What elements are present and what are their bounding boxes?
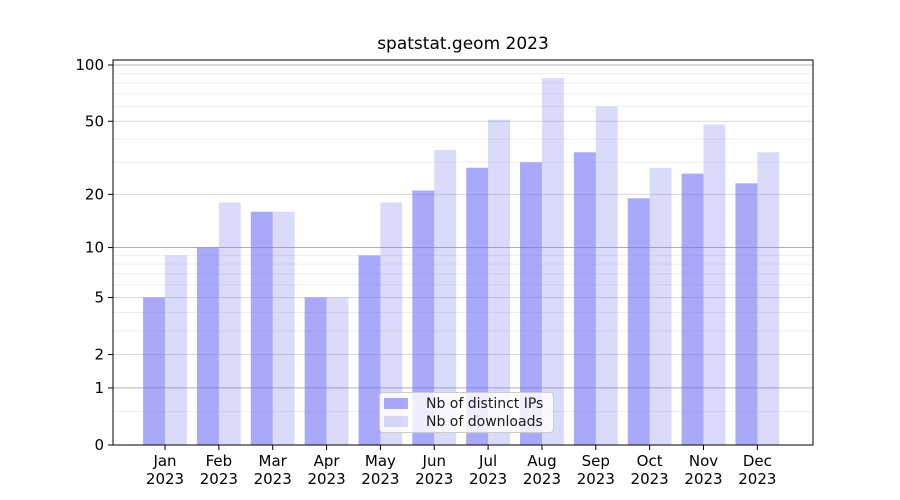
x-tick-label-month-jul: Jul [478, 452, 497, 470]
x-tick-label-month-apr: Apr [314, 452, 341, 470]
bar-apr-distinct-ips [304, 297, 327, 445]
bar-mar-downloads [272, 211, 295, 445]
legend-label-downloads: Nb of downloads [426, 413, 543, 430]
x-tick-label-year-jun: 2023 [415, 470, 453, 488]
x-tick-label-month-feb: Feb [206, 452, 233, 470]
bar-oct-distinct-ips [627, 198, 650, 445]
legend-entry-distinct-ips: Nb of distinct IPs [384, 397, 543, 411]
bar-jan-distinct-ips [143, 297, 165, 445]
bar-jul-distinct-ips [466, 167, 489, 445]
legend-label-distinct-ips: Nb of distinct IPs [426, 395, 544, 412]
bar-aug-distinct-ips [520, 162, 542, 446]
bar-jan-downloads [165, 255, 187, 445]
bar-sep-distinct-ips [573, 152, 596, 446]
bar-mar-distinct-ips [250, 211, 273, 445]
legend-entry-downloads: Nb of downloads [384, 415, 543, 429]
y-tick-label-100: 100 [75, 56, 104, 74]
x-tick-label-year-dec: 2023 [738, 470, 776, 488]
x-tick-label-month-sep: Sep [582, 452, 610, 470]
bar-nov-distinct-ips [681, 173, 704, 445]
y-tick-label-0: 0 [94, 436, 104, 454]
legend-swatch-distinct-ips [384, 398, 408, 409]
x-tick-label-year-aug: 2023 [523, 470, 561, 488]
chart-title: spatstat.geom 2023 [377, 34, 549, 54]
bar-apr-downloads [326, 297, 349, 445]
x-tick-label-month-jun: Jun [422, 452, 446, 470]
x-tick-label-year-jul: 2023 [469, 470, 507, 488]
x-tick-label-year-feb: 2023 [200, 470, 238, 488]
x-tick-label-month-nov: Nov [689, 452, 718, 470]
bar-jun-downloads [434, 149, 457, 445]
x-tick-label-month-mar: Mar [259, 452, 288, 470]
x-tick-label-year-may: 2023 [361, 470, 399, 488]
x-tick-label-year-sep: 2023 [577, 470, 615, 488]
x-tick-label-month-aug: Aug [527, 452, 556, 470]
bar-dec-downloads [757, 152, 780, 446]
bar-jun-distinct-ips [412, 190, 435, 445]
bar-feb-downloads [218, 202, 241, 445]
bar-jul-downloads [488, 119, 510, 445]
bar-feb-distinct-ips [196, 247, 219, 445]
x-tick-label-year-jan: 2023 [146, 470, 184, 488]
bar-oct-downloads [649, 167, 672, 445]
x-tick-label-month-oct: Oct [637, 452, 663, 470]
y-tick-label-20: 20 [85, 185, 104, 203]
bar-aug-downloads [541, 78, 564, 445]
bar-dec-distinct-ips [735, 183, 758, 445]
y-tick-label-10: 10 [85, 239, 104, 257]
bar-sep-downloads [595, 106, 618, 446]
y-tick-label-50: 50 [85, 112, 104, 130]
x-tick-label-month-dec: Dec [743, 452, 772, 470]
bar-may-downloads [380, 202, 403, 445]
plot-spines [112, 59, 814, 446]
x-tick-label-month-jan: Jan [152, 452, 176, 470]
x-tick-label-year-mar: 2023 [254, 470, 292, 488]
bar-nov-downloads [703, 124, 726, 446]
x-tick-label-year-oct: 2023 [631, 470, 669, 488]
y-tick-label-5: 5 [94, 288, 104, 306]
x-tick-label-month-may: May [365, 452, 396, 470]
y-tick-label-2: 2 [94, 346, 104, 364]
y-tick-label-1: 1 [94, 379, 104, 397]
bar-may-distinct-ips [358, 255, 381, 445]
x-tick-label-year-nov: 2023 [684, 470, 722, 488]
legend: Nb of distinct IPs Nb of downloads [379, 392, 555, 433]
x-tick-label-year-apr: 2023 [307, 470, 345, 488]
legend-swatch-downloads [384, 416, 408, 427]
